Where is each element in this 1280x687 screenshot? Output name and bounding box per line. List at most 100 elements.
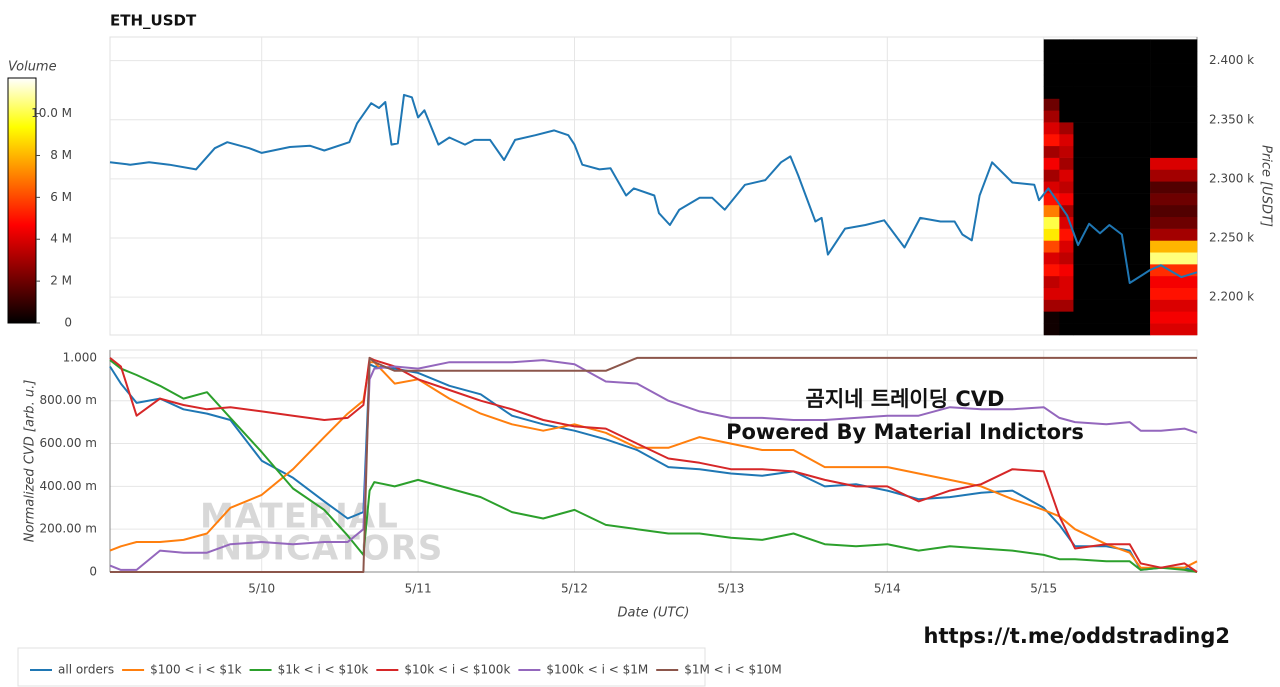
heat-cell bbox=[1059, 145, 1074, 158]
x-tick-label: 5/11 bbox=[405, 582, 432, 596]
x-tick-label: 5/13 bbox=[717, 582, 744, 596]
legend-label: $1M < i < $10M bbox=[684, 663, 782, 677]
heat-cell bbox=[1043, 169, 1060, 182]
heat-cell bbox=[1043, 240, 1060, 253]
heat-cell bbox=[1073, 311, 1151, 324]
x-tick-label: 5/14 bbox=[874, 582, 901, 596]
heat-cell bbox=[1059, 133, 1074, 147]
heat-cell bbox=[1073, 264, 1151, 277]
heat-cell bbox=[1043, 216, 1060, 229]
heat-cell bbox=[1150, 228, 1198, 241]
heat-cell bbox=[1150, 311, 1198, 324]
heat-cell bbox=[1073, 86, 1151, 99]
heat-cell bbox=[1150, 216, 1198, 229]
heat-cell bbox=[1150, 39, 1198, 52]
heat-cell bbox=[1043, 145, 1060, 158]
annotation: Powered By Material Indictors bbox=[726, 420, 1084, 444]
heat-cell bbox=[1059, 181, 1074, 194]
heat-cell bbox=[1043, 311, 1060, 324]
heat-cell bbox=[1073, 287, 1151, 300]
line bbox=[109, 363, 1198, 573]
y-tick-label: 2.250 k bbox=[1209, 231, 1254, 245]
x-axis-label: Date (UTC) bbox=[618, 606, 690, 621]
heat-cell bbox=[1073, 299, 1151, 312]
heat-cell bbox=[1150, 133, 1198, 147]
heat-cell bbox=[1059, 299, 1074, 312]
heat-cell bbox=[1073, 228, 1151, 241]
heat-cell bbox=[1059, 86, 1074, 99]
heat-cell bbox=[1073, 204, 1151, 218]
heat-cell bbox=[1073, 133, 1151, 147]
heat-cell bbox=[1150, 264, 1198, 277]
heat-cell bbox=[1059, 74, 1074, 87]
y-axis-label: Normalized CVD [arb. u.] bbox=[23, 380, 38, 543]
heat-cell bbox=[1059, 323, 1074, 336]
heat-cell bbox=[1043, 299, 1060, 312]
colorbar-tick-label: 6 M bbox=[50, 190, 72, 204]
heat-cell bbox=[1150, 275, 1198, 288]
heat-cell bbox=[1059, 63, 1074, 76]
heat-cell bbox=[1150, 122, 1198, 135]
x-tick-label: 5/15 bbox=[1030, 582, 1057, 596]
legend-label: $1k < i < $10k bbox=[278, 663, 369, 677]
colorbar-tick-label: 4 M bbox=[50, 232, 72, 246]
heat-cell bbox=[1073, 157, 1151, 170]
heat-cell bbox=[1150, 51, 1198, 64]
heat-cell bbox=[1150, 169, 1198, 182]
colorbar-tick-label: 0 bbox=[64, 316, 72, 330]
heat-cell bbox=[1043, 122, 1060, 135]
heat-cell bbox=[1059, 228, 1074, 241]
colorbar bbox=[7, 77, 37, 324]
y-tick-label: 800.00 m bbox=[40, 393, 98, 407]
legend-box bbox=[17, 647, 706, 687]
heat-cell bbox=[1059, 240, 1074, 253]
heat-cell bbox=[1150, 145, 1198, 158]
heat-cell bbox=[1150, 193, 1198, 206]
heat-cell bbox=[1150, 98, 1198, 111]
heat-cell bbox=[1059, 252, 1074, 265]
heat-cell bbox=[1059, 39, 1074, 52]
heat-cell bbox=[1043, 204, 1060, 218]
heat-cell bbox=[1150, 86, 1198, 99]
heat-cell bbox=[1150, 63, 1198, 76]
heat-cell bbox=[1043, 86, 1060, 99]
heat-cell bbox=[1043, 252, 1060, 265]
heat-cell bbox=[1073, 252, 1151, 265]
colorbar-tick-label: 10.0 M bbox=[31, 106, 72, 120]
legend-label: all orders bbox=[58, 663, 114, 677]
heat-cell bbox=[1150, 74, 1198, 87]
y-tick-label: 400.00 m bbox=[40, 479, 98, 493]
colorbar-tick-label: 8 M bbox=[50, 148, 72, 162]
y-tick-label: 0 bbox=[89, 565, 97, 579]
heat-cell bbox=[1043, 63, 1060, 76]
heat-cell bbox=[1073, 240, 1151, 253]
heat-cell bbox=[1150, 110, 1198, 123]
heat-cell bbox=[1150, 181, 1198, 194]
line bbox=[109, 359, 1198, 571]
y-tick-label: 2.400 k bbox=[1209, 53, 1254, 67]
line bbox=[109, 93, 1198, 284]
heat-cell bbox=[1059, 98, 1074, 111]
heat-cell bbox=[1073, 122, 1151, 135]
heat-cell bbox=[1043, 98, 1060, 111]
y-tick-label: 2.300 k bbox=[1209, 171, 1254, 185]
line bbox=[110, 356, 1197, 573]
heat-cell bbox=[1043, 323, 1060, 336]
y-tick-label: 2.200 k bbox=[1209, 290, 1254, 304]
x-tick-label: 5/10 bbox=[248, 582, 275, 596]
heat-cell bbox=[1150, 323, 1198, 336]
chart-title: ETH_USDT bbox=[110, 12, 197, 30]
heat-cell bbox=[1073, 39, 1151, 52]
line bbox=[109, 359, 1198, 573]
y-axis-label: Price [USDT] bbox=[1259, 145, 1274, 227]
heat-cell bbox=[1059, 275, 1074, 288]
heat-cell bbox=[1073, 169, 1151, 182]
colorbar-label: Volume bbox=[8, 60, 57, 75]
heat-cell bbox=[1059, 287, 1074, 300]
heat-cell bbox=[1043, 193, 1060, 206]
colorbar-tick-label: 2 M bbox=[50, 274, 72, 288]
heat-cell bbox=[1043, 39, 1060, 52]
legend-label: $100 < i < $1k bbox=[150, 663, 242, 677]
heat-cell bbox=[1073, 74, 1151, 87]
y-tick-label: 200.00 m bbox=[40, 522, 98, 536]
